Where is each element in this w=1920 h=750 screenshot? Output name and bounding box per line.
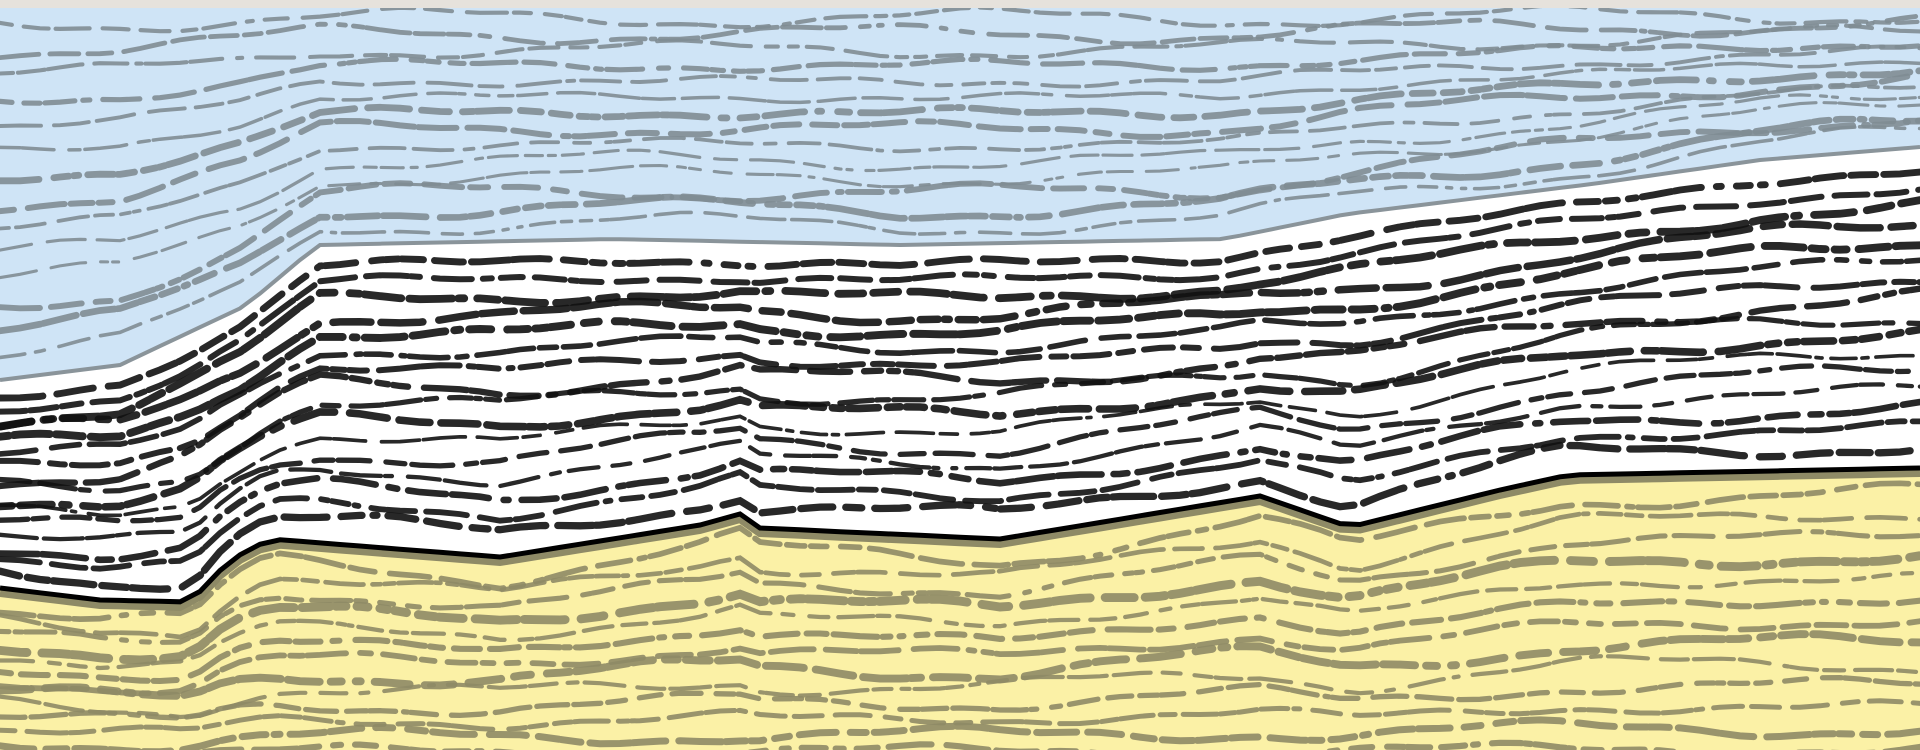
top-edge — [0, 0, 1920, 8]
seismic-section — [0, 0, 1920, 750]
page: (() => { const data = JSON.parse(documen… — [0, 0, 1920, 750]
